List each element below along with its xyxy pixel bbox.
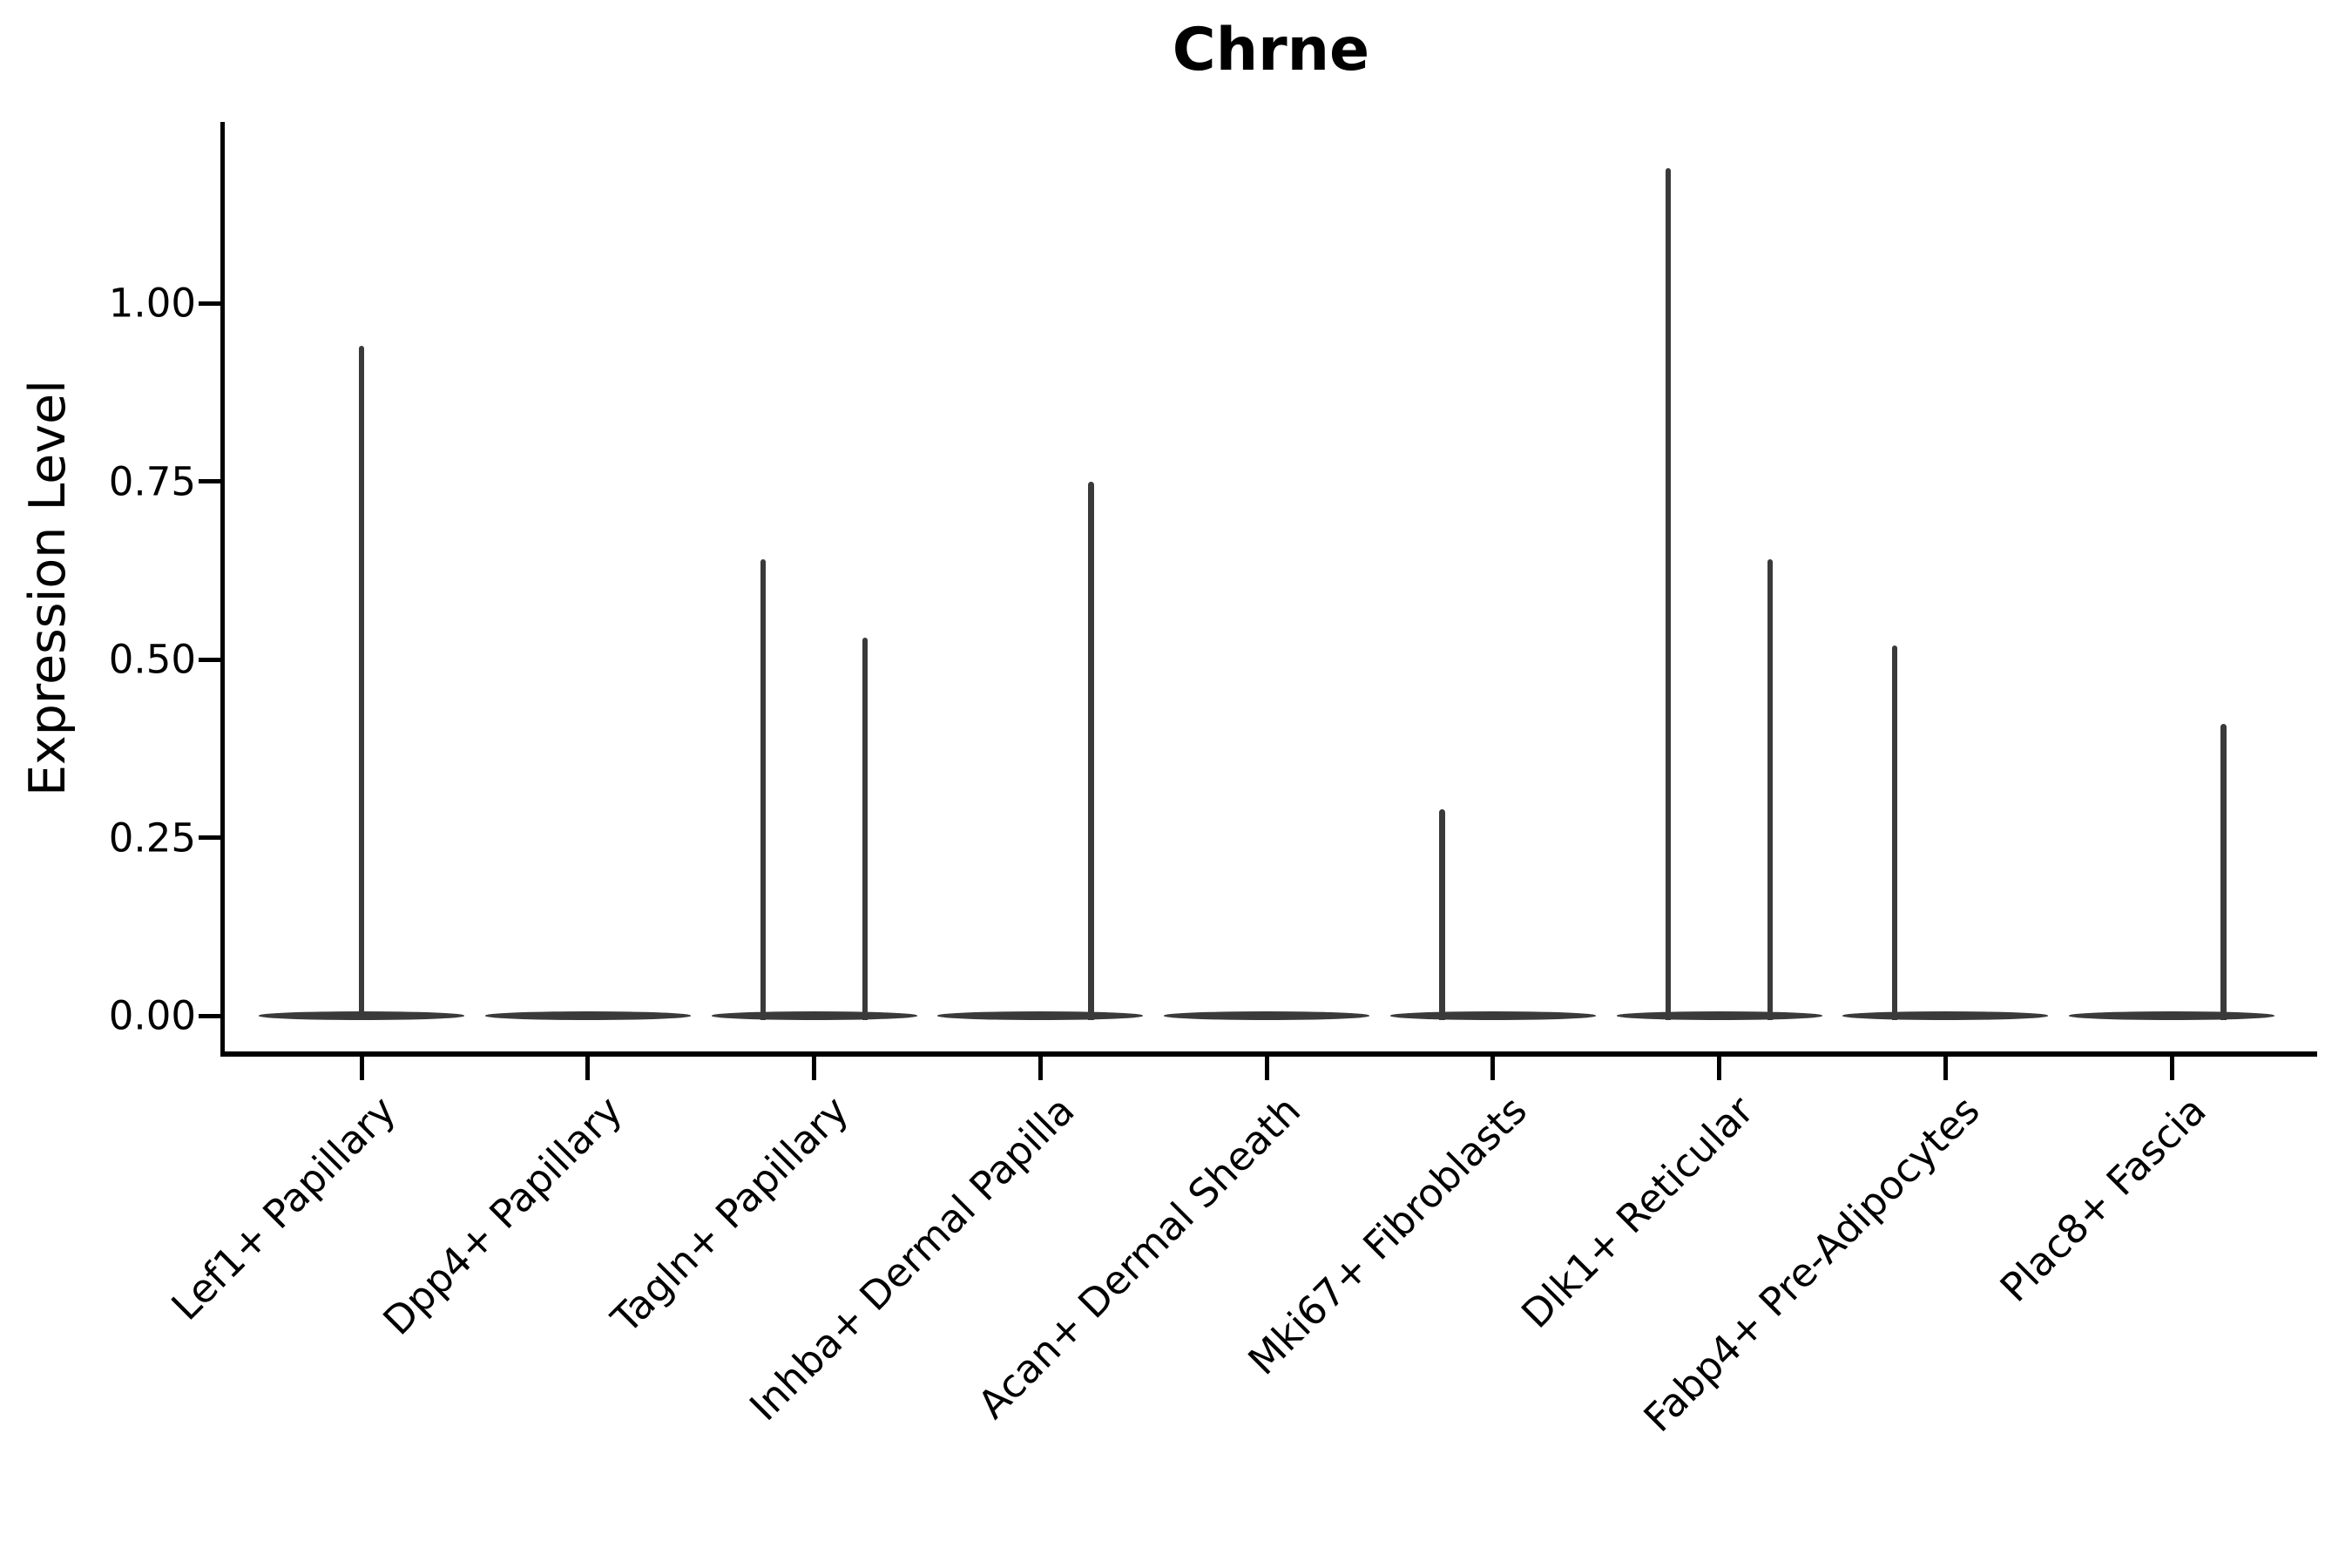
- violin-spike: [1767, 559, 1774, 1020]
- violin-spike: [358, 346, 365, 1020]
- y-tick-label: 0.00: [108, 992, 196, 1039]
- x-tick-mark: [1717, 1057, 1721, 1080]
- y-tick-mark: [199, 835, 220, 840]
- violin-base: [1616, 1011, 1822, 1020]
- y-axis-spine: [220, 122, 225, 1057]
- y-tick-mark: [199, 1013, 220, 1018]
- y-tick-mark: [199, 479, 220, 483]
- x-tick-mark: [585, 1057, 591, 1080]
- y-tick-label: 0.25: [108, 814, 196, 861]
- violin-base: [1389, 1011, 1596, 1020]
- x-tick-label: Plac8+ Fascia: [1990, 1087, 2215, 1311]
- y-tick-label: 1.00: [108, 280, 196, 327]
- x-tick-mark: [1264, 1057, 1269, 1080]
- x-axis-spine: [220, 1051, 2317, 1057]
- violin-base: [711, 1011, 917, 1020]
- x-tick-label: Tagln+ Papillary: [602, 1087, 857, 1342]
- y-axis-label: Expression Level: [19, 380, 77, 796]
- y-tick-label: 0.50: [108, 636, 196, 683]
- violin-base: [1842, 1011, 2049, 1020]
- plot-title: Chrne: [1172, 16, 1370, 84]
- x-tick-label: Lef1+ Papillary: [162, 1087, 405, 1329]
- violin-spike: [1665, 167, 1672, 1020]
- x-tick-mark: [1490, 1057, 1496, 1080]
- x-tick-label: Dpp4+ Papillary: [374, 1087, 632, 1344]
- x-tick-mark: [1943, 1057, 1948, 1080]
- x-tick-mark: [2169, 1057, 2174, 1080]
- violin-spike: [760, 559, 767, 1020]
- y-tick-mark: [199, 301, 220, 306]
- x-tick-label: Dlk1+ Reticular: [1512, 1087, 1762, 1337]
- violin-spike: [1891, 645, 1898, 1020]
- violin-spike: [1439, 808, 1445, 1020]
- violin-base: [1164, 1011, 1369, 1020]
- violin-base: [2069, 1011, 2274, 1020]
- violin-base: [484, 1011, 691, 1020]
- violin-spike: [862, 638, 868, 1020]
- x-tick-mark: [1037, 1057, 1043, 1080]
- violin-spike: [1088, 481, 1094, 1020]
- y-tick-mark: [199, 657, 220, 662]
- x-tick-mark: [812, 1057, 816, 1080]
- violin-base: [937, 1011, 1144, 1020]
- y-tick-label: 0.75: [108, 458, 196, 504]
- violin-spike: [2220, 723, 2227, 1020]
- x-tick-mark: [359, 1057, 364, 1080]
